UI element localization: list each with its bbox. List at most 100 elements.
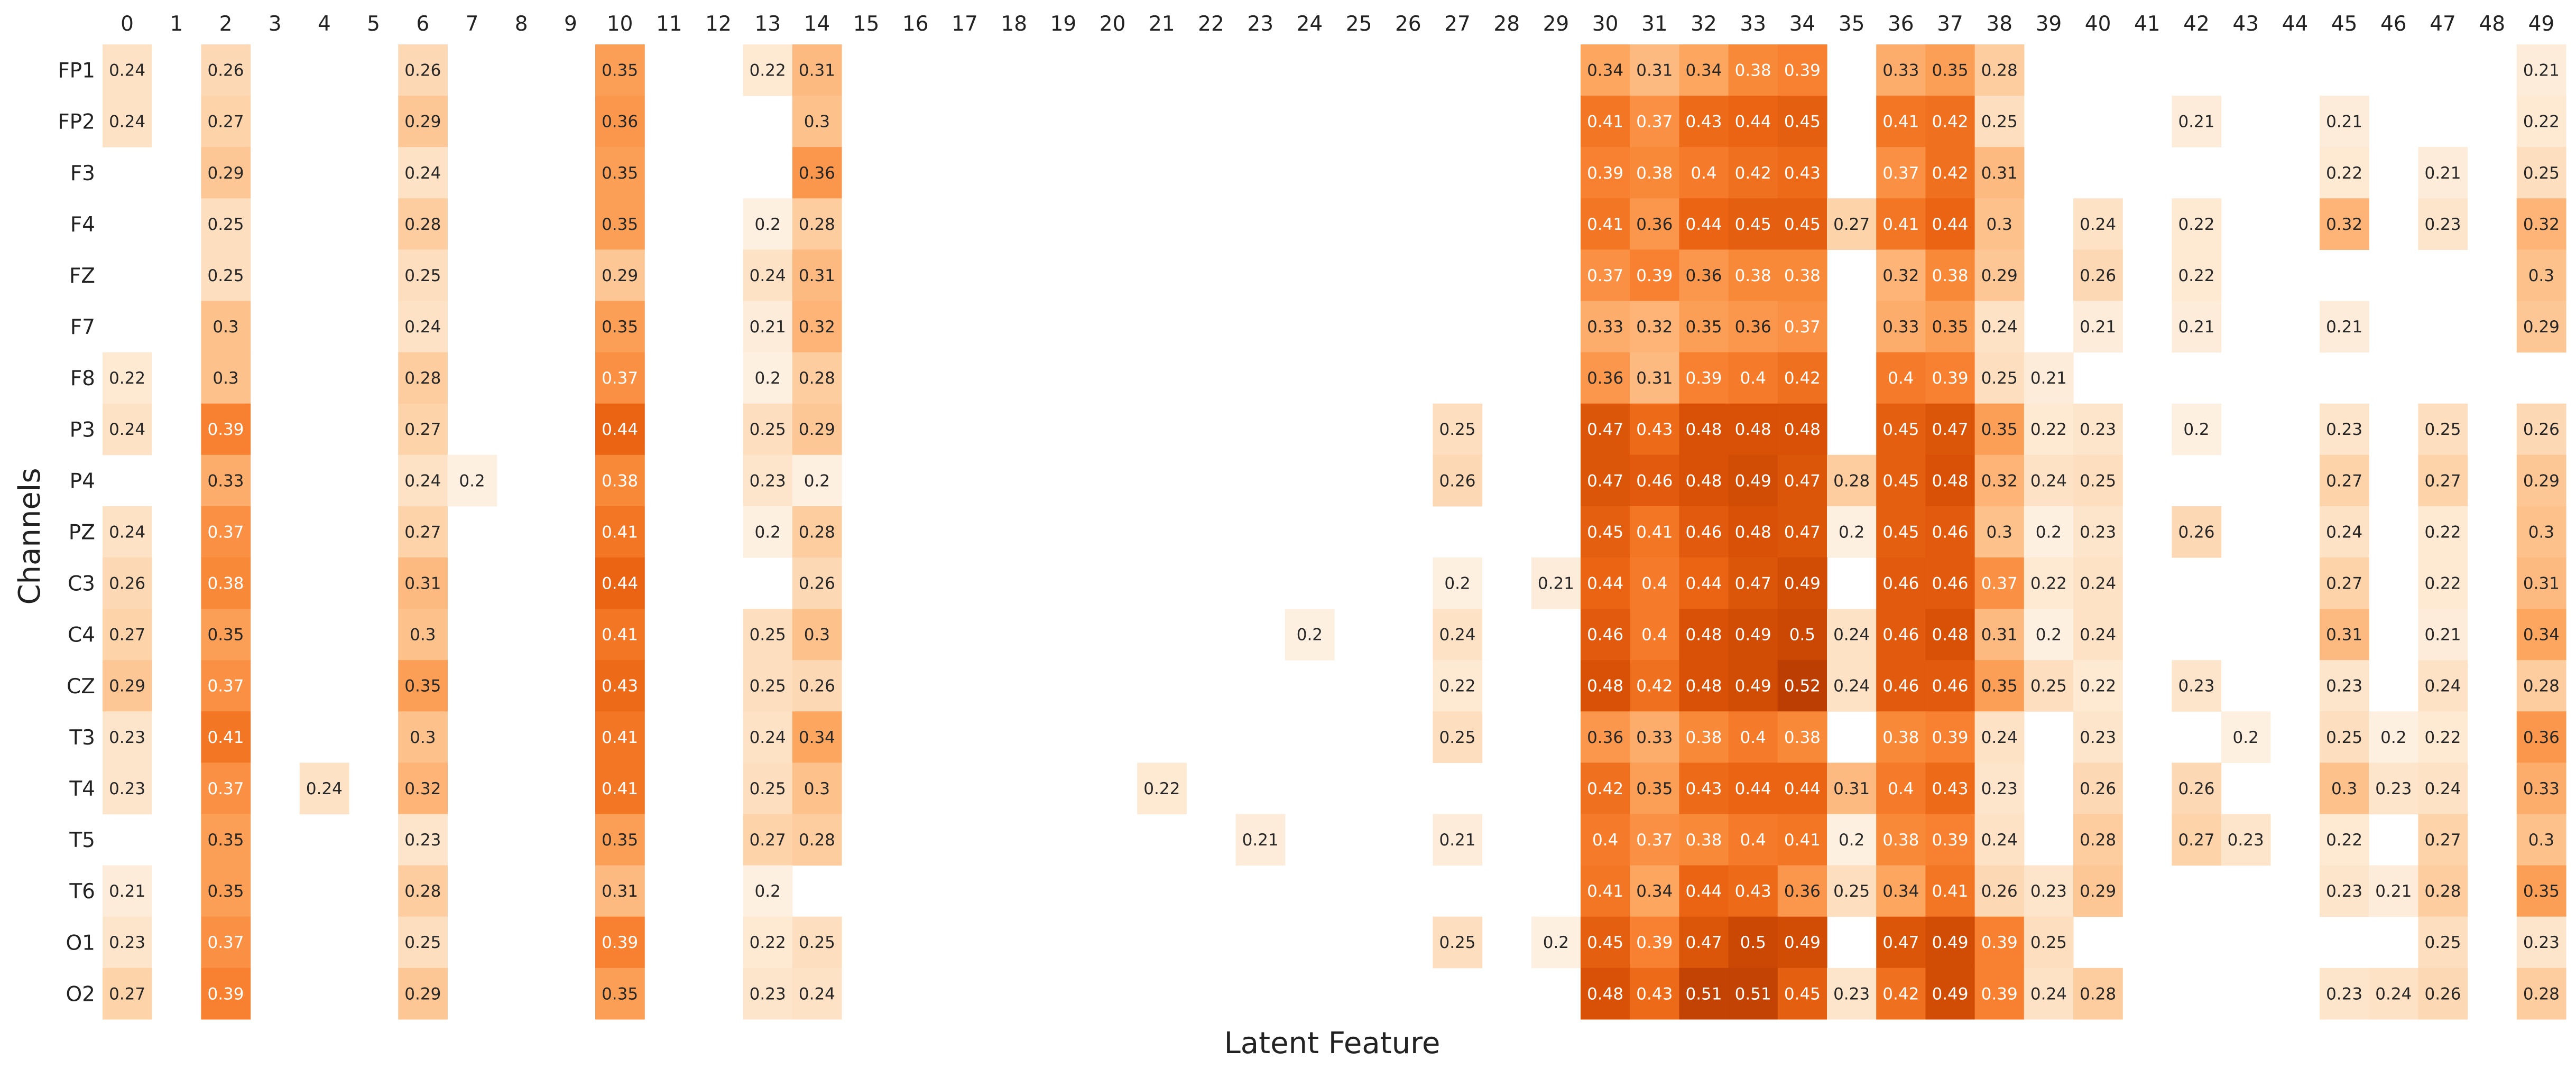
heatmap-cell [201, 762, 251, 815]
cell-value-label: 0.2 [804, 471, 830, 490]
cell-value-label: 0.43 [1784, 164, 1821, 183]
heatmap-cell [1974, 762, 2025, 815]
y-tick-label: F3 [70, 162, 95, 185]
cell-value-label: 0.37 [207, 677, 244, 696]
heatmap-cell [1581, 865, 1630, 917]
heatmap-cell [743, 506, 793, 558]
heatmap-cell [1974, 301, 2025, 353]
heatmap-cell [1728, 403, 1778, 455]
x-tick-label: 39 [2036, 12, 2062, 36]
cell-value-label: 0.39 [1981, 933, 2018, 952]
heatmap-cell [1581, 44, 1630, 96]
cell-value-label: 0.38 [1882, 728, 1919, 747]
heatmap-cell [1925, 865, 1975, 917]
cell-value-label: 0.38 [1784, 266, 1821, 285]
cell-value-label: 0.2 [2183, 420, 2209, 439]
cell-value-label: 0.29 [404, 984, 441, 1003]
heatmap-cell [1876, 403, 1926, 455]
x-tick-label: 9 [564, 12, 577, 36]
heatmap-cell [2073, 865, 2123, 917]
cell-value-label: 0.24 [109, 420, 145, 439]
cell-value-label: 0.3 [410, 728, 436, 747]
heatmap-cell [2320, 506, 2369, 558]
cell-value-label: 0.25 [2030, 677, 2067, 696]
heatmap-cell [1433, 557, 1483, 609]
cell-value-label: 0.47 [1784, 471, 1821, 490]
cell-value-label: 0.48 [1932, 626, 1968, 645]
heatmap-cell [1433, 916, 1483, 969]
cell-value-label: 0.31 [799, 266, 835, 285]
heatmap-cell [1974, 506, 2025, 558]
heatmap-cell [1581, 660, 1630, 712]
cell-value-label: 0.37 [207, 779, 244, 798]
heatmap-cell [1925, 44, 1975, 96]
heatmap-cell [2024, 403, 2074, 455]
cell-value-label: 0.33 [2523, 779, 2560, 798]
heatmap-cell [1630, 147, 1679, 199]
heatmap-cell [1630, 814, 1679, 866]
heatmap-cell [2073, 660, 2123, 712]
cell-value-label: 0.2 [2036, 626, 2062, 645]
cell-value-label: 0.44 [1685, 882, 1722, 901]
cell-value-label: 0.25 [1833, 882, 1870, 901]
cell-value-label: 0.39 [1784, 61, 1821, 80]
heatmap-cell [1630, 557, 1679, 609]
heatmap-cell [103, 916, 152, 969]
heatmap-cell [1581, 814, 1630, 866]
heatmap-cell [1581, 352, 1630, 404]
heatmap-cell [1876, 198, 1926, 250]
heatmap-cell [1974, 352, 2025, 404]
heatmap-cell [1235, 814, 1286, 866]
x-tick-label: 18 [1001, 12, 1027, 36]
heatmap-cell [2516, 96, 2566, 147]
heatmap-cell [792, 762, 842, 815]
heatmap-cell [1974, 557, 2025, 609]
cell-value-label: 0.24 [750, 266, 786, 285]
heatmap-cell [792, 454, 842, 507]
cell-value-label: 0.31 [404, 574, 441, 593]
cell-value-label: 0.35 [1636, 779, 1673, 798]
heatmap-cell [2221, 711, 2271, 763]
cell-value-label: 0.42 [1636, 677, 1673, 696]
cell-group: 0.24 0.26 0.26 0.35 0.22 0.31 0.34 0.31 0.34 0.38… [103, 44, 2566, 1020]
cell-value-label: 0.21 [2326, 113, 2362, 132]
heatmap-cell [398, 249, 448, 302]
heatmap-cell [792, 711, 842, 763]
cell-value-label: 0.24 [1833, 626, 1870, 645]
x-tick-label: 6 [416, 12, 429, 36]
cell-value-label: 0.47 [1882, 933, 1919, 952]
heatmap-cell [1777, 249, 1827, 302]
heatmap-cell [595, 916, 645, 969]
cell-value-label: 0.23 [2326, 420, 2362, 439]
cell-value-label: 0.35 [602, 164, 638, 183]
cell-value-label: 0.33 [1636, 728, 1673, 747]
heatmap-cell [103, 711, 152, 763]
cell-value-label: 0.35 [602, 318, 638, 337]
cell-value-label: 0.3 [213, 369, 238, 388]
heatmap-cell [2024, 968, 2074, 1020]
cell-value-label: 0.45 [1587, 523, 1623, 542]
cell-value-label: 0.45 [1882, 420, 1919, 439]
heatmap-cell [1630, 454, 1679, 507]
heatmap-cell [2073, 506, 2123, 558]
heatmap-cell [2418, 865, 2468, 917]
cell-value-label: 0.4 [1740, 728, 1766, 747]
heatmap-cell [1777, 198, 1827, 250]
cell-value-label: 0.5 [1789, 626, 1815, 645]
cell-value-label: 0.44 [1932, 215, 1968, 234]
heatmap-cell [1630, 96, 1679, 147]
heatmap-cell [1630, 198, 1679, 250]
cell-value-label: 0.21 [2424, 626, 2461, 645]
heatmap-cell [2418, 147, 2468, 199]
heatmap-cell [398, 762, 448, 815]
heatmap-cell [2369, 865, 2418, 917]
cell-value-label: 0.2 [755, 523, 781, 542]
cell-value-label: 0.49 [1932, 984, 1968, 1003]
heatmap-cell [2024, 609, 2074, 661]
cell-value-label: 0.3 [2528, 831, 2554, 850]
heatmap-cell [1679, 711, 1729, 763]
cell-value-label: 0.23 [750, 471, 786, 490]
heatmap-cell [2073, 711, 2123, 763]
x-tick-label: 8 [515, 12, 528, 36]
heatmap-cell [1925, 403, 1975, 455]
